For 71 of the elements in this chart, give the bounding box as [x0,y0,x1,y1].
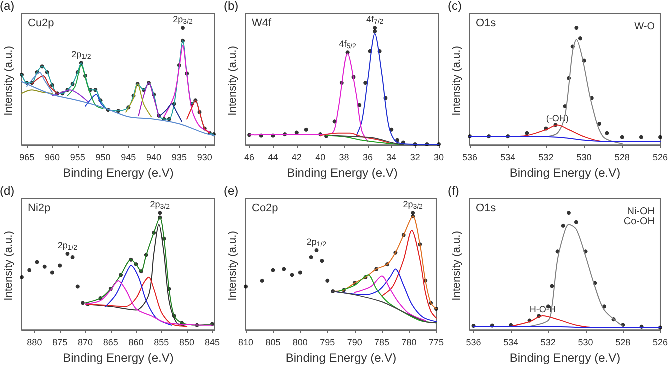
x-tick-label: 965 [20,152,35,163]
x-axis-title: Binding Energy (e.V) [286,351,397,365]
x-tick-label: 855 [154,338,170,348]
annotation: O1s [476,18,497,30]
x-tick-label: 955 [70,152,86,163]
chart-title: (a) [0,0,15,13]
x-tick-label: 785 [374,338,390,348]
x-axis-title: Binding Energy (e.V) [510,166,621,180]
x-tick-label: 865 [103,338,118,348]
y-axis-title: Intensity (a.u.) [451,231,463,301]
x-tick-label: 534 [500,152,516,163]
x-tick-label: 40 [316,152,326,163]
x-tick-label: 42 [292,152,302,163]
x-tick-label: 528 [616,338,631,348]
x-axis-title: Binding Energy (e.V) [63,166,174,180]
x-tick-label: 805 [266,338,281,348]
annotation: Co2p [252,202,278,214]
x-tick-label: 870 [78,338,93,348]
x-tick-label: 795 [320,338,336,348]
x-tick-label: 534 [504,338,519,348]
y-axis-title: Intensity (a.u.) [227,231,239,301]
x-tick-label: 526 [652,338,668,348]
chart-title: (c) [448,0,462,13]
annotation: W4f [252,18,272,30]
x-axis-title: Binding Energy (e.V) [287,166,398,180]
x-tick-label: 880 [27,338,42,348]
x-tick-label: 875 [52,338,68,348]
y-axis-title: Intensity (a.u.) [227,46,239,116]
x-tick-label: 36 [362,152,373,163]
x-tick-label: 945 [121,152,136,163]
x-tick-label: 935 [172,152,187,163]
x-tick-label: 790 [347,338,362,348]
x-tick-label: 775 [428,338,444,348]
x-tick-label: 940 [146,152,162,163]
x-tick-label: 850 [180,338,195,348]
x-tick-label: 800 [292,338,308,348]
x-tick-label: 860 [128,338,144,348]
chart-title: (b) [224,0,239,13]
x-tick-label: 34 [386,152,397,163]
x-tick-label: 532 [538,152,554,163]
y-axis-title: Intensity (a.u.) [451,46,463,116]
x-tick-label: 46 [244,152,255,163]
x-tick-label: 845 [204,338,220,348]
x-tick-label: 532 [540,338,556,348]
chart-title: (d) [0,184,15,198]
y-axis-title: Intensity (a.u.) [3,46,15,116]
x-tick-label: 526 [652,152,668,163]
x-tick-label: 530 [578,338,594,348]
x-axis-title: Binding Energy (e.V) [63,351,174,365]
x-tick-label: 930 [197,152,212,163]
x-tick-label: 44 [268,152,278,163]
x-tick-label: 32 [410,152,420,163]
x-tick-label: 536 [466,338,482,348]
x-tick-label: 960 [44,152,60,163]
x-tick-label: 950 [96,152,111,163]
annotation: Ni-OH Co-OH [624,206,655,228]
annotation: W-O [634,22,656,32]
x-tick-label: 536 [462,152,478,163]
chart-title: (f) [448,184,460,198]
x-tick-label: 38 [339,152,350,163]
y-axis-title: Intensity (a.u.) [3,231,15,301]
chart-title: (e) [224,184,239,198]
annotation: Ni2p [28,202,51,214]
x-axis-title: Binding Energy (e.V) [510,351,621,365]
annotation: O1s [476,202,497,214]
x-tick-label: 530 [576,152,592,163]
x-tick-label: 30 [434,152,444,163]
x-tick-label: 810 [238,338,254,348]
annotation: Cu2p [28,18,54,30]
x-tick-label: 528 [614,152,630,163]
x-tick-label: 780 [402,338,417,348]
